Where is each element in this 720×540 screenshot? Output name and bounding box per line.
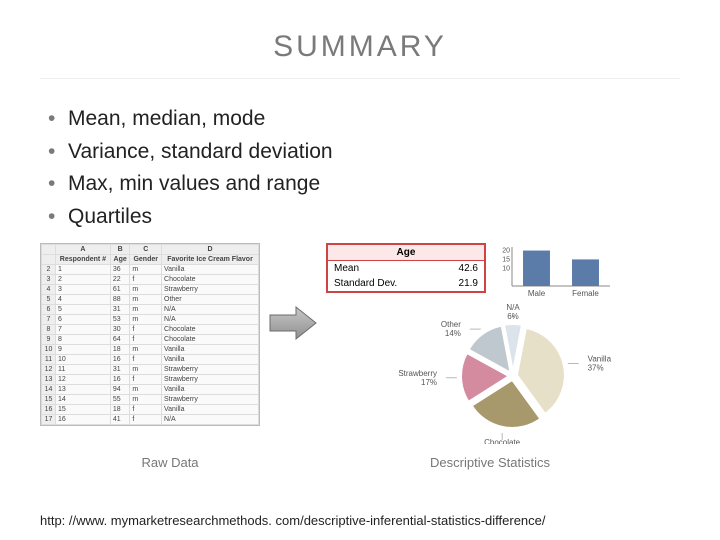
arrow — [268, 243, 318, 403]
bullet-item: Max, min values and range — [48, 168, 680, 201]
stats-panel: Age Mean 42.6 Standard Dev. 21.9 1015 20 M… — [326, 243, 680, 444]
figure-captions: Raw Data Descriptive Statistics — [40, 455, 680, 470]
svg-text:Vanilla: Vanilla — [588, 355, 612, 364]
spreadsheet-panel: ABCDRespondent #AgeGenderFavorite Ice Cr… — [40, 243, 260, 426]
slide-title: SUMMARY — [40, 30, 680, 64]
pie-chart: N/A6%Vanilla37%Chocolate26%Strawberry17%… — [326, 304, 680, 444]
svg-text:15: 15 — [502, 257, 510, 264]
figure: ABCDRespondent #AgeGenderFavorite Ice Cr… — [40, 243, 680, 453]
svg-text:20: 20 — [502, 248, 510, 255]
stats-sd-value: 21.9 — [459, 278, 478, 289]
stats-mean-label: Mean — [334, 263, 359, 274]
svg-text:Strawberry: Strawberry — [398, 369, 437, 378]
svg-text:10: 10 — [502, 265, 510, 272]
bar-chart: 1015 20 Male Female — [494, 243, 614, 298]
svg-text:Chocolate: Chocolate — [484, 438, 521, 444]
bullet-item: Variance, standard deviation — [48, 136, 680, 169]
spreadsheet-table: ABCDRespondent #AgeGenderFavorite Ice Cr… — [41, 244, 259, 425]
svg-text:6%: 6% — [507, 312, 519, 321]
stats-sd-label: Standard Dev. — [334, 278, 397, 289]
svg-text:14%: 14% — [445, 329, 461, 338]
svg-text:Male: Male — [528, 289, 546, 298]
bullet-item: Mean, median, mode — [48, 103, 680, 136]
bullet-list: Mean, median, mode Variance, standard de… — [48, 103, 680, 233]
svg-text:Female: Female — [572, 289, 599, 298]
stats-box: Age Mean 42.6 Standard Dev. 21.9 — [326, 243, 486, 293]
bullet-item: Quartiles — [48, 201, 680, 234]
title-bar: SUMMARY — [40, 20, 680, 79]
stats-header: Age — [328, 245, 484, 261]
arrow-shape — [270, 307, 316, 339]
stats-mean-value: 42.6 — [459, 263, 478, 274]
caption-right: Descriptive Statistics — [300, 455, 680, 470]
svg-text:37%: 37% — [588, 364, 604, 373]
svg-text:N/A: N/A — [506, 304, 520, 312]
svg-text:Other: Other — [441, 320, 461, 329]
source-url: http: //www. mymarketresearchmethods. co… — [40, 513, 546, 528]
caption-left: Raw Data — [40, 455, 300, 470]
svg-text:17%: 17% — [421, 378, 437, 387]
